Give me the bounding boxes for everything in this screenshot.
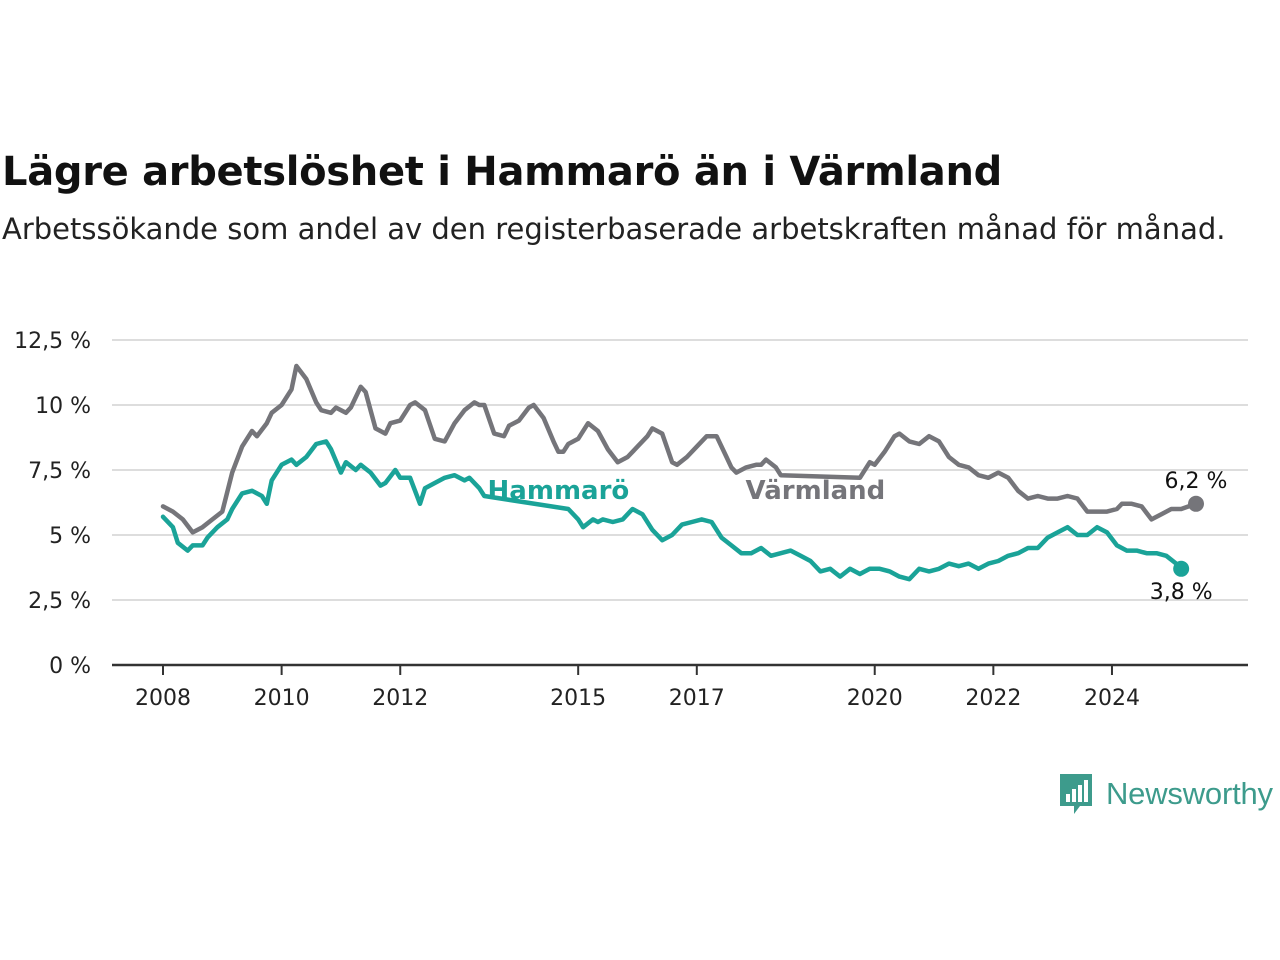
y-tick-label: 12,5 % <box>14 329 91 354</box>
end-point-markers: 6,2 % 3,8 % <box>1150 469 1228 605</box>
y-tick-label: 0 % <box>49 654 91 679</box>
series-lines <box>160 363 1199 582</box>
y-tick-label: 10 % <box>35 394 91 419</box>
x-tick-label: 2012 <box>372 686 428 711</box>
newsworthy-logo-icon <box>1060 774 1092 814</box>
x-tick-label: 2020 <box>847 686 903 711</box>
end-point <box>1173 560 1190 577</box>
y-tick-label: 7,5 % <box>28 459 91 484</box>
x-tick-label: 2022 <box>965 686 1021 711</box>
brand-name: Newsworthy <box>1106 776 1273 811</box>
y-axis-tick-labels: 0 % 2,5 % 5 % 7,5 % 10 % 12,5 % <box>14 329 91 679</box>
chart-title: Lägre arbetslöshet i Hammarö än i Värmla… <box>2 149 1002 195</box>
x-axis: 2008 2010 2012 2015 2017 2020 2022 2024 <box>112 663 1248 711</box>
brand-logo: Newsworthy <box>1058 772 1273 816</box>
series-line <box>160 363 1199 535</box>
series-line <box>160 439 1184 582</box>
x-tick-label: 2008 <box>135 686 191 711</box>
x-tick-label: 2015 <box>550 686 606 711</box>
series-label: Värmland <box>746 476 886 506</box>
end-point <box>1188 495 1204 512</box>
x-tick-label: 2024 <box>1084 686 1140 711</box>
end-value-label: 6,2 % <box>1165 469 1228 494</box>
series-annotations: Hammarö Värmland <box>488 476 886 506</box>
x-tick-label: 2017 <box>669 686 725 711</box>
x-tick-label: 2010 <box>254 686 310 711</box>
end-value-label: 3,8 % <box>1150 580 1213 605</box>
chart-subtitle: Arbetssökande som andel av den registerb… <box>2 212 1226 246</box>
grid-lines <box>112 339 1248 601</box>
series-label: Hammarö <box>488 476 630 506</box>
y-tick-label: 5 % <box>49 524 91 549</box>
y-tick-label: 2,5 % <box>28 589 91 614</box>
